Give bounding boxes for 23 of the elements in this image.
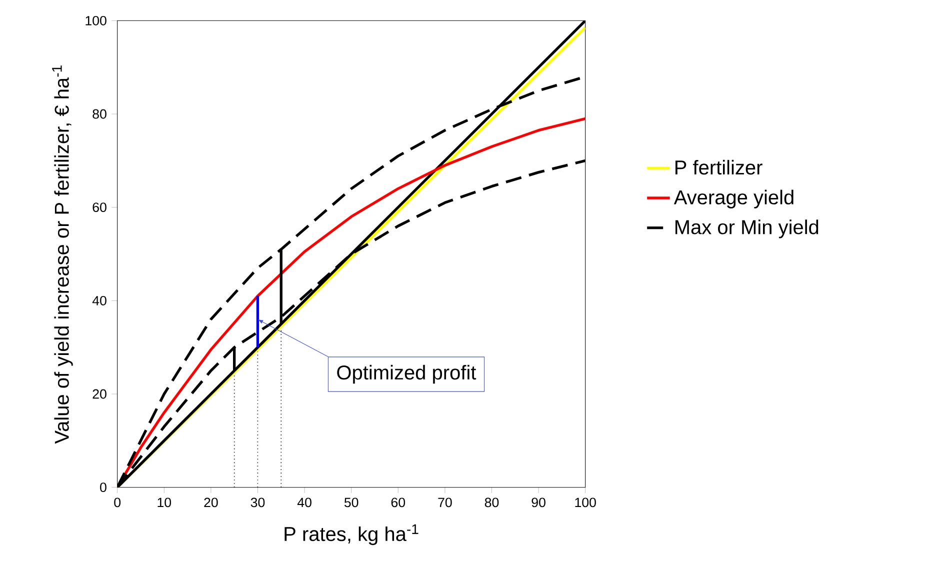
y-tick-label: 80	[92, 109, 106, 119]
legend-label: P fertilizer	[675, 160, 762, 175]
x-tick-label: 80	[484, 498, 499, 508]
y-tick-label: 20	[92, 389, 106, 399]
legend-label: Average yield	[674, 190, 794, 208]
x-tick-label: 70	[438, 498, 452, 508]
y-tick-label: 60	[92, 202, 106, 212]
y-axis-title: Value of yield increase or P fertilizer, € ha$^{-1}$	[52, 66, 73, 444]
x-tick-label: 90	[532, 498, 546, 508]
y-tick-label: 100	[86, 16, 106, 26]
legend-label: Max or Min yield	[675, 220, 818, 238]
x-tick-label: 20	[204, 498, 218, 508]
x-tick-label: 50	[344, 498, 358, 508]
x-tick-label: 100	[575, 498, 596, 508]
y-tick-label: 40	[92, 296, 106, 306]
x-tick-label: 30	[250, 498, 265, 508]
x-tick-label: 60	[391, 498, 406, 508]
x-tick-label: 40	[297, 498, 312, 508]
x-axis-title: P rates, kg ha$^{-1}$	[284, 524, 418, 546]
annotation: Optimized profit	[337, 364, 476, 384]
x-tick-label: 10	[158, 498, 172, 508]
y-tick-label: 0	[100, 482, 106, 492]
x-tick-label: 0	[114, 498, 121, 508]
